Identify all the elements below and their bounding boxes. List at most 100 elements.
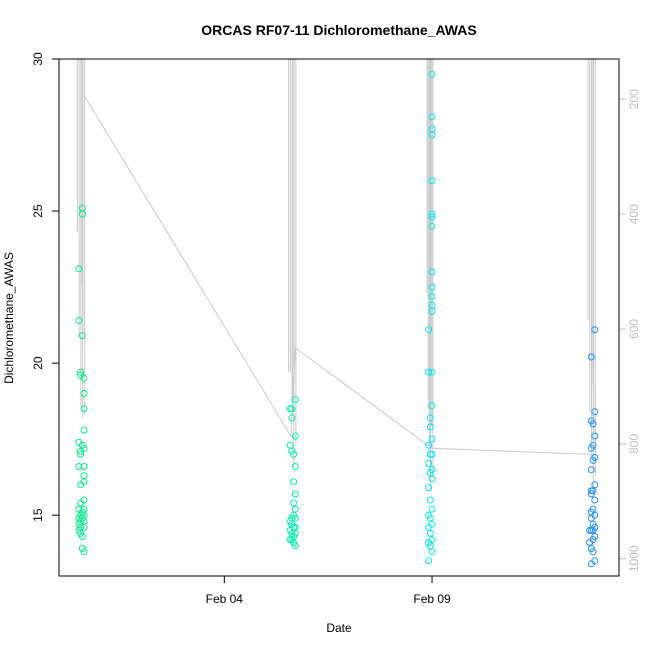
data-point [80, 523, 88, 531]
data-point [428, 222, 436, 230]
data-point [291, 529, 299, 537]
right-axis-tick-label: 400 [627, 204, 641, 224]
data-point [80, 405, 88, 413]
data-point [290, 450, 298, 458]
data-point [80, 478, 88, 486]
axes: Feb 04 Feb 09 15 20 25 30 200 400 600 800 1000 [31, 52, 641, 606]
data-point [428, 466, 436, 474]
data-point [80, 472, 88, 480]
data-point [591, 326, 599, 334]
data-point [286, 536, 294, 543]
data-point [80, 374, 88, 382]
data-point [589, 548, 597, 556]
data-point [591, 496, 599, 504]
data-point [591, 408, 599, 416]
data-point [587, 514, 595, 522]
data-point [288, 414, 296, 422]
y-tick-label: 30 [31, 52, 45, 66]
data-point [290, 478, 298, 486]
data-point [426, 423, 434, 431]
data-point [291, 542, 299, 550]
data-point [428, 283, 436, 291]
data-point [589, 526, 597, 534]
data-point [428, 520, 436, 528]
data-point [428, 292, 436, 300]
data-point [426, 542, 434, 550]
data-point [80, 426, 88, 434]
data-point [426, 529, 434, 537]
data-point [425, 460, 433, 467]
data-point [291, 432, 299, 440]
pressure-track-lines [76, 59, 596, 494]
data-point [591, 432, 599, 440]
data-point [428, 368, 436, 376]
data-point [428, 177, 436, 185]
data-point [428, 505, 436, 513]
data-point [290, 499, 298, 507]
data-point [286, 441, 294, 449]
data-point [425, 557, 433, 565]
data-point [425, 484, 433, 492]
data-point [587, 487, 595, 495]
plot-frame [58, 58, 620, 577]
data-point [591, 453, 599, 461]
data-point [291, 463, 299, 470]
data-point [586, 526, 594, 534]
data-point [428, 548, 436, 556]
data-point [78, 332, 86, 340]
right-axis-tick-label: 1000 [627, 545, 641, 572]
data-point [428, 268, 436, 276]
data-point [428, 113, 436, 121]
data-point [291, 396, 299, 404]
right-axis-tick-label: 200 [627, 89, 641, 109]
x-tick-label: Feb 09 [413, 592, 451, 606]
data-point [291, 490, 299, 498]
data-point [428, 213, 436, 221]
data-point [428, 402, 436, 410]
data-point [591, 533, 599, 540]
right-axis-tick-label: 600 [627, 319, 641, 339]
data-point [428, 435, 436, 443]
data-point [589, 420, 597, 428]
data-points [75, 70, 599, 568]
data-point [428, 307, 436, 315]
data-point [425, 441, 433, 449]
data-point [80, 548, 88, 556]
data-point [75, 265, 83, 273]
data-point [290, 511, 298, 519]
data-point [288, 405, 296, 413]
data-point [589, 441, 597, 449]
data-point [77, 368, 85, 376]
data-point [78, 210, 86, 218]
right-axis-tick-label: 800 [627, 434, 641, 454]
data-point [425, 326, 433, 334]
data-point [425, 368, 433, 376]
data-point [428, 70, 436, 78]
data-point [80, 444, 88, 452]
data-point [426, 496, 434, 504]
data-point [587, 353, 595, 361]
data-point [426, 514, 434, 522]
data-point [75, 463, 83, 470]
data-point [587, 466, 595, 474]
data-point [80, 463, 88, 470]
data-point [591, 481, 599, 489]
y-tick-label: 15 [31, 508, 45, 522]
data-point [291, 505, 299, 513]
y-tick-label: 20 [31, 356, 45, 370]
chart-title: ORCAS RF07-11 Dichloromethane_AWAS [201, 22, 476, 38]
y-tick-label: 25 [31, 204, 45, 218]
data-point [78, 533, 86, 540]
data-point [428, 131, 436, 139]
data-point [80, 390, 88, 397]
data-point [589, 505, 597, 513]
x-tick-label: Feb 04 [206, 592, 244, 606]
data-point [426, 414, 434, 422]
x-axis-label: Date [326, 621, 352, 635]
data-point [75, 317, 83, 324]
data-point [428, 475, 436, 483]
data-point [77, 450, 85, 458]
data-point [80, 496, 88, 504]
data-point [428, 536, 436, 543]
